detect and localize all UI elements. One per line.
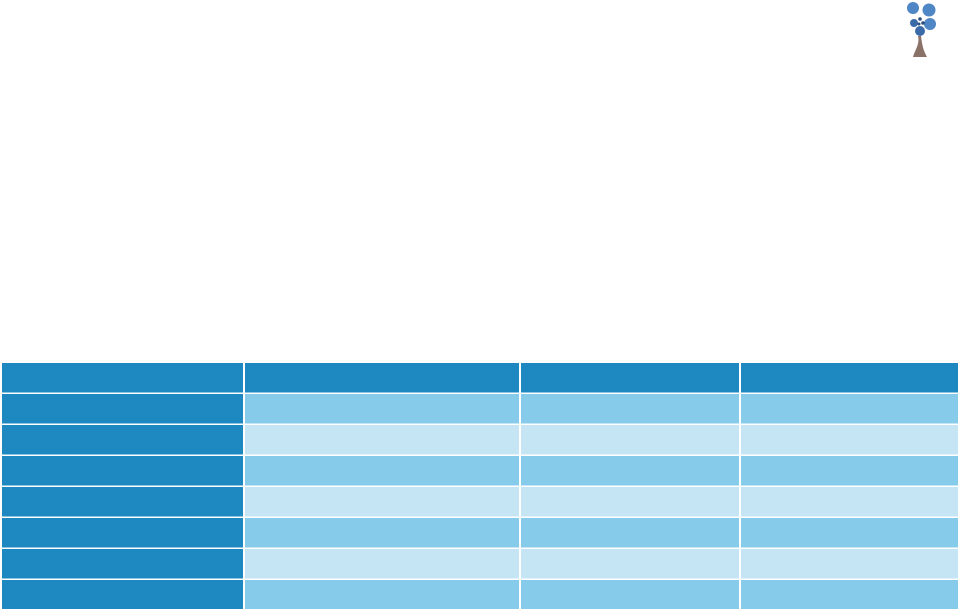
logo-leaf	[924, 18, 936, 30]
table-cell	[521, 549, 739, 579]
table-cell	[245, 394, 519, 424]
table-cell	[741, 549, 958, 579]
table-cell	[521, 580, 739, 609]
logo	[907, 2, 936, 57]
header-cell	[521, 363, 739, 393]
table-cell	[2, 487, 243, 517]
header-cell	[2, 363, 243, 393]
table-cell	[245, 580, 519, 609]
table-cell	[2, 518, 243, 548]
header-cell	[245, 363, 519, 393]
logo-leaf	[922, 3, 936, 17]
table-cell	[741, 456, 958, 486]
table-cell	[245, 518, 519, 548]
logo-trunk	[913, 36, 927, 57]
table-cell	[521, 425, 739, 455]
table-cell	[245, 487, 519, 517]
table	[2, 363, 958, 609]
table-cell	[245, 425, 519, 455]
logo-leaf	[915, 26, 925, 36]
table-cell	[741, 394, 958, 424]
table-cell	[245, 456, 519, 486]
logo-leaf	[910, 19, 918, 27]
table-cell	[741, 518, 958, 548]
table-cell	[2, 394, 243, 424]
table-cell	[521, 456, 739, 486]
table-cell	[245, 549, 519, 579]
logo-leaf	[907, 2, 919, 14]
table-cell	[521, 394, 739, 424]
table-cell	[741, 580, 958, 609]
logo-dot	[918, 17, 922, 21]
table-cell	[521, 518, 739, 548]
table-cell	[2, 456, 243, 486]
logo-dot	[917, 22, 921, 26]
logo-dot	[921, 21, 925, 25]
table-cell	[2, 580, 243, 609]
table-cell	[741, 425, 958, 455]
table-cell	[2, 549, 243, 579]
table-cell	[741, 487, 958, 517]
table-cell	[521, 487, 739, 517]
table-cell	[2, 425, 243, 455]
header-cell	[741, 363, 958, 393]
